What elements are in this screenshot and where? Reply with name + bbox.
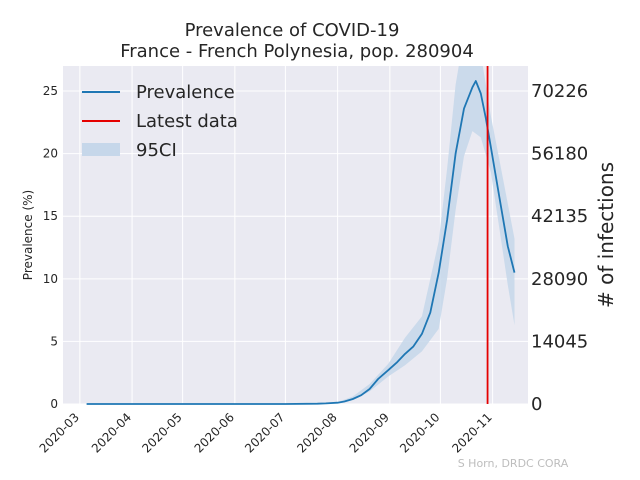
right-axis-label: # of infections	[594, 162, 618, 308]
x-tick-label: 2020-06	[192, 410, 237, 455]
x-tick-label: 2020-04	[89, 410, 134, 455]
grid	[63, 66, 528, 405]
legend-95ci: 95CI	[136, 140, 177, 161]
ci-band-layer	[86, 66, 515, 404]
legend-latest-data: Latest data	[136, 111, 238, 132]
prevalence-line	[86, 80, 516, 405]
right-tick-label: 28090	[531, 269, 588, 290]
right-tick-label: 56180	[531, 144, 588, 165]
x-tick-label: 2020-09	[347, 410, 392, 455]
prevalence-line-layer	[86, 80, 516, 405]
right-tick-label: 14045	[531, 331, 588, 352]
right-axis-ticks: 0 14045 28090 42135 56180 70226	[531, 81, 588, 415]
chart-subtitle: France - French Polynesia, pop. 280904	[120, 41, 474, 62]
legend: Prevalence Latest data 95CI	[82, 82, 238, 161]
x-tick-label: 2020-08	[294, 410, 339, 455]
y-tick-label: 10	[43, 272, 58, 286]
right-tick-label: 0	[531, 394, 542, 415]
x-axis-ticks: 2020-03 2020-04 2020-05 2020-06 2020-07 2020-…	[37, 410, 495, 455]
y-tick-label: 25	[43, 84, 58, 98]
x-tick-label: 2020-07	[242, 410, 287, 455]
x-tick-label: 2020-05	[139, 410, 184, 455]
x-tick-label: 2020-11	[449, 410, 494, 455]
y-axis-label: Prevalence (%)	[21, 190, 35, 280]
y-axis-ticks: 0 5 10 15 20 25	[43, 84, 58, 411]
x-tick-label: 2020-10	[397, 410, 442, 455]
y-tick-label: 0	[50, 397, 58, 411]
y-tick-label: 20	[43, 147, 58, 161]
right-tick-label: 70226	[531, 81, 588, 102]
legend-prevalence: Prevalence	[136, 82, 235, 103]
y-tick-label: 15	[43, 209, 58, 223]
right-tick-label: 42135	[531, 206, 588, 227]
chart-title: Prevalence of COVID-19	[185, 20, 400, 41]
x-tick-label: 2020-03	[37, 410, 82, 455]
legend-ci-swatch	[82, 143, 120, 156]
y-tick-label: 5	[50, 334, 58, 348]
ci-band	[86, 66, 515, 404]
credit: S Horn, DRDC CORA	[458, 457, 569, 470]
